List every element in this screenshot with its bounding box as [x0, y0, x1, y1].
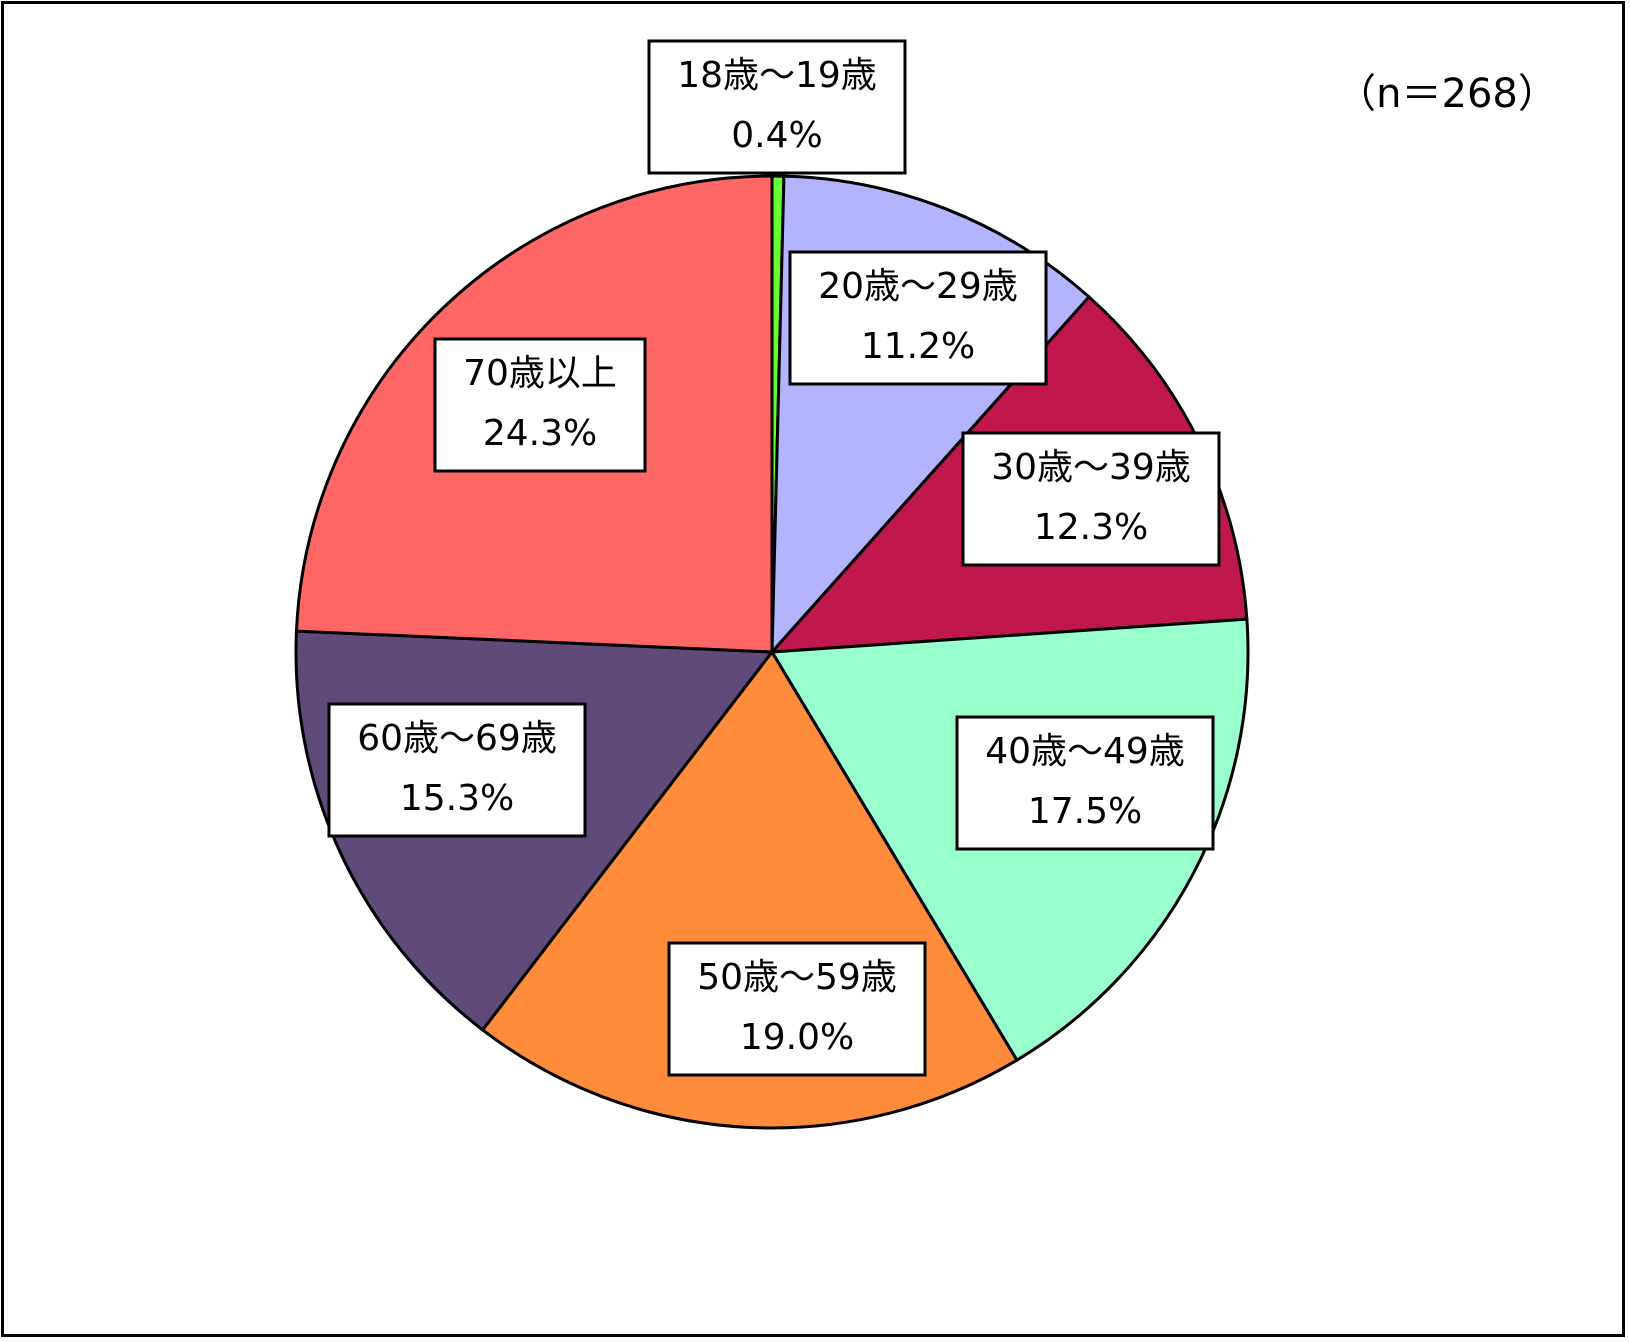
slice-value-label: 11.2% — [861, 326, 975, 367]
data-label: 50歳～59歳 19.0% — [667, 941, 927, 1077]
data-label-box — [788, 250, 1048, 386]
slice-value-label: 24.3% — [483, 413, 597, 454]
data-label-box — [667, 941, 927, 1077]
slice-value-label: 17.5% — [1028, 791, 1142, 832]
data-label: 30歳～39歳 12.3% — [961, 431, 1221, 567]
data-label: 40歳～49歳 17.5% — [955, 715, 1215, 851]
slice-value-label: 12.3% — [1034, 507, 1148, 548]
pie-data-labels: 18歳～19歳 0.4% 20歳～29歳 11.2% 30歳～39歳 12.3% 40歳～4… — [327, 39, 1221, 1077]
slice-value-label: 19.0% — [740, 1017, 854, 1058]
data-label-box — [433, 337, 647, 473]
data-label-box — [961, 431, 1221, 567]
slice-category-label: 70歳以上 — [463, 353, 617, 394]
sample-size-note: （n＝268） — [1336, 71, 1558, 117]
slice-value-label: 15.3% — [400, 778, 514, 819]
data-label-box — [327, 702, 587, 838]
data-label: 60歳～69歳 15.3% — [327, 702, 587, 838]
slice-category-label: 60歳～69歳 — [357, 718, 557, 759]
data-label: 20歳～29歳 11.2% — [788, 250, 1048, 386]
data-label: 70歳以上 24.3% — [433, 337, 647, 473]
data-label-box — [955, 715, 1215, 851]
slice-category-label: 30歳～39歳 — [991, 447, 1191, 488]
slice-category-label: 20歳～29歳 — [818, 266, 1018, 307]
slice-category-label: 18歳～19歳 — [677, 55, 877, 96]
slice-category-label: 40歳～49歳 — [985, 731, 1185, 772]
slice-value-label: 0.4% — [731, 115, 822, 156]
slice-category-label: 50歳～59歳 — [697, 957, 897, 998]
data-label-box — [647, 39, 907, 175]
data-label: 18歳～19歳 0.4% — [647, 39, 907, 175]
